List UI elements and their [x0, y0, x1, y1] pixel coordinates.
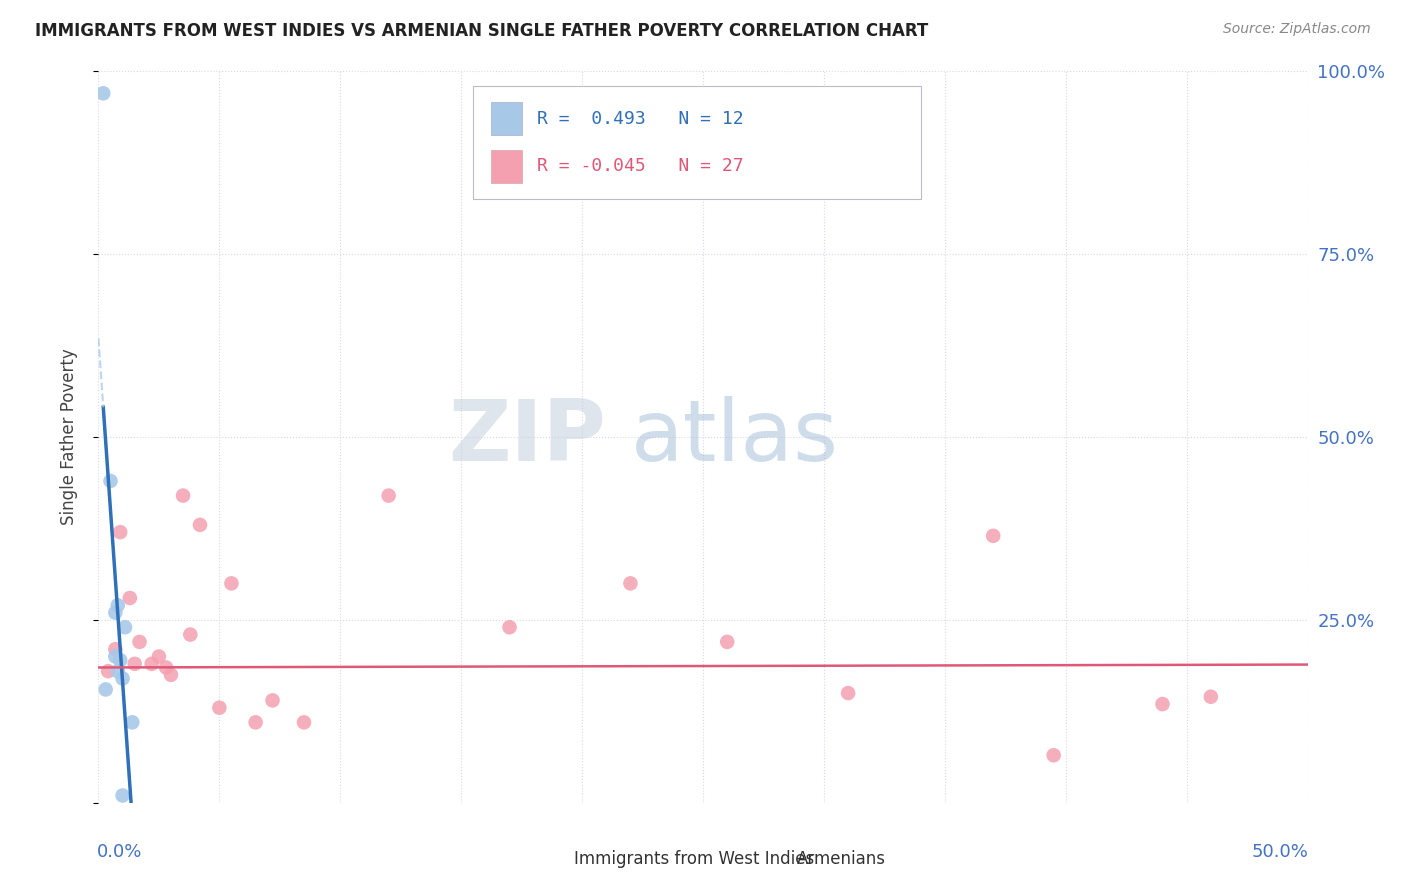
Point: [981, 529, 1004, 543]
Point: [837, 686, 859, 700]
FancyBboxPatch shape: [763, 849, 790, 869]
FancyBboxPatch shape: [474, 86, 921, 200]
Point: [172, 489, 194, 503]
Point: [1152, 697, 1174, 711]
Point: [97, 664, 120, 678]
Text: R = -0.045   N = 27: R = -0.045 N = 27: [537, 158, 744, 176]
Text: IMMIGRANTS FROM WEST INDIES VS ARMENIAN SINGLE FATHER POVERTY CORRELATION CHART: IMMIGRANTS FROM WEST INDIES VS ARMENIAN …: [35, 22, 928, 40]
Point: [104, 606, 127, 620]
Point: [619, 576, 641, 591]
Point: [262, 693, 284, 707]
Point: [108, 653, 131, 667]
Point: [111, 672, 134, 686]
Point: [245, 715, 267, 730]
Text: ZIP: ZIP: [449, 395, 606, 479]
Point: [208, 700, 231, 714]
Point: [100, 474, 122, 488]
Text: Immigrants from West Indies: Immigrants from West Indies: [574, 850, 814, 868]
Text: 0.0%: 0.0%: [97, 843, 142, 861]
Point: [160, 667, 183, 681]
Point: [221, 576, 243, 591]
Point: [114, 620, 136, 634]
Point: [155, 660, 177, 674]
Point: [91, 87, 114, 101]
Point: [107, 664, 129, 678]
Point: [188, 517, 211, 532]
Point: [118, 591, 141, 605]
Point: [108, 525, 131, 540]
Text: atlas: atlas: [630, 395, 838, 479]
Point: [148, 649, 170, 664]
Point: [124, 657, 146, 671]
Point: [111, 789, 134, 803]
FancyBboxPatch shape: [492, 103, 522, 136]
Y-axis label: Single Father Poverty: Single Father Poverty: [59, 349, 77, 525]
Point: [128, 635, 150, 649]
Point: [94, 682, 117, 697]
Point: [498, 620, 520, 634]
Text: Armenians: Armenians: [797, 850, 886, 868]
Point: [179, 627, 201, 641]
Point: [107, 599, 129, 613]
Point: [141, 657, 163, 671]
FancyBboxPatch shape: [540, 849, 567, 869]
Point: [121, 715, 143, 730]
Point: [104, 649, 127, 664]
Point: [1199, 690, 1222, 704]
Text: R =  0.493   N = 12: R = 0.493 N = 12: [537, 110, 744, 128]
Point: [292, 715, 315, 730]
Text: Source: ZipAtlas.com: Source: ZipAtlas.com: [1223, 22, 1371, 37]
Point: [104, 642, 127, 657]
Text: 50.0%: 50.0%: [1251, 843, 1309, 861]
Point: [377, 489, 399, 503]
FancyBboxPatch shape: [492, 150, 522, 183]
Point: [1042, 748, 1064, 763]
Point: [716, 635, 738, 649]
